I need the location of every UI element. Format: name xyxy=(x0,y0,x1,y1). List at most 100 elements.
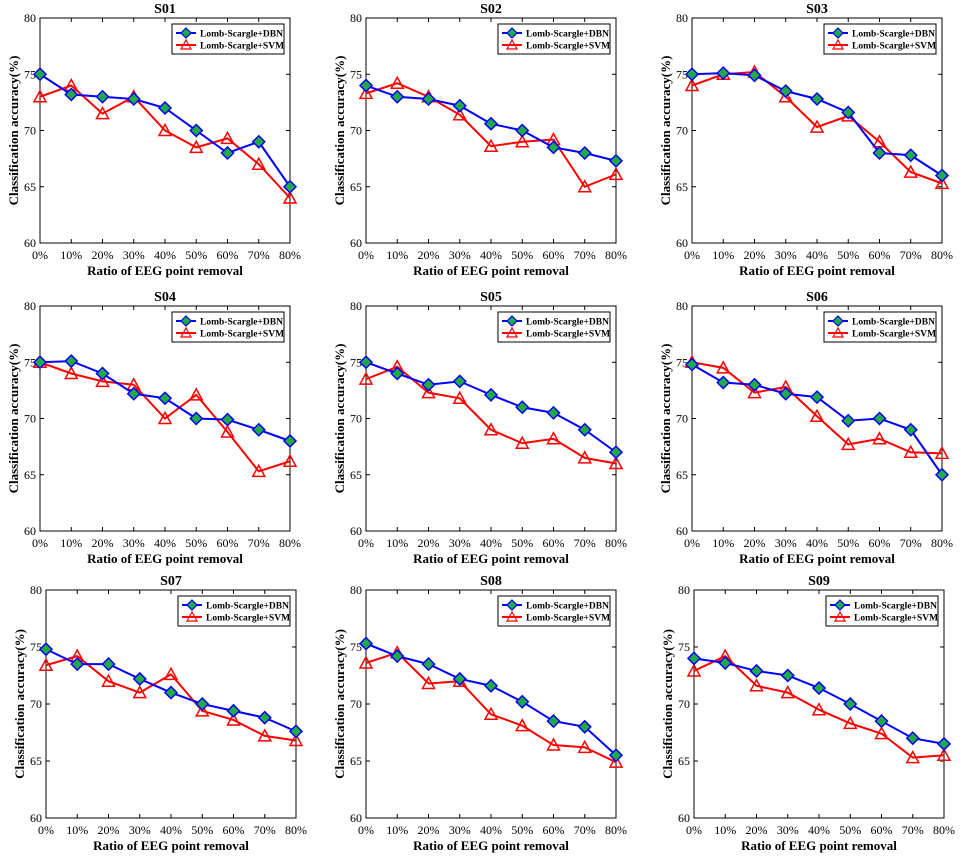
data-point-diamond xyxy=(282,433,298,449)
legend-marker-diamond xyxy=(506,27,518,39)
legend-marker-diamond xyxy=(506,599,518,611)
x-tick-label: 30% xyxy=(775,248,797,262)
data-point-diamond xyxy=(809,91,825,107)
x-tick-label: 20% xyxy=(92,248,114,262)
series-dbn xyxy=(358,78,624,168)
chart-s09: S09 60 65 70 75 80 0% 10% 20% 30% 40% 50% 60% 70% 80% R… xyxy=(660,574,955,853)
data-point-triangle xyxy=(686,663,702,677)
data-point-triangle xyxy=(842,715,858,730)
x-tick-label: 10% xyxy=(386,536,408,550)
legend-marker-triangle xyxy=(831,38,845,50)
data-point-diamond xyxy=(32,67,48,82)
data-point-diamond xyxy=(841,105,856,120)
data-point-triangle xyxy=(389,75,405,89)
data-point-triangle xyxy=(32,89,48,103)
chart-s04: S04 60 65 70 75 80 0% 10% 20% 30% 40% 50% 60% 70% 80% R… xyxy=(6,290,301,566)
x-tick-label: 0% xyxy=(686,823,702,837)
data-point-diamond xyxy=(872,411,887,426)
x-tick-label: 20% xyxy=(418,248,440,262)
data-point-diamond xyxy=(936,736,952,751)
data-point-triangle xyxy=(257,728,273,742)
data-point-diamond xyxy=(189,411,204,426)
x-tick-label: 60% xyxy=(217,536,239,550)
data-point-triangle xyxy=(903,164,919,178)
data-point-triangle xyxy=(608,754,624,768)
chart-title: S07 xyxy=(160,574,182,589)
chart-title: S09 xyxy=(808,574,830,589)
data-point-triangle xyxy=(63,365,79,380)
x-tick-label: 70% xyxy=(900,536,922,550)
x-tick-label: 0% xyxy=(684,536,700,550)
x-axis-label: Ratio of EEG point removal xyxy=(739,551,895,566)
y-tick-label: 70 xyxy=(676,412,688,426)
x-tick-label: 80% xyxy=(605,823,627,837)
data-point-diamond xyxy=(421,91,436,107)
series-line xyxy=(365,651,617,764)
data-point-diamond xyxy=(577,145,592,161)
y-tick-label: 65 xyxy=(350,468,362,482)
legend-marker-diamond xyxy=(186,599,198,611)
x-tick-label: 80% xyxy=(605,536,627,550)
chart-title: S02 xyxy=(480,2,502,17)
y-tick-label: 75 xyxy=(676,67,688,81)
legend-marker-triangle xyxy=(833,610,847,622)
x-tick-label: 10% xyxy=(712,248,734,262)
data-point-triangle xyxy=(872,431,887,445)
y-tick-label: 80 xyxy=(676,11,688,25)
data-point-triangle xyxy=(780,685,796,699)
y-tick-label: 65 xyxy=(24,180,36,194)
x-tick-label: 50% xyxy=(511,536,533,550)
x-tick-label: 0% xyxy=(38,823,54,837)
x-tick-label: 60% xyxy=(543,536,565,550)
data-point-diamond xyxy=(452,98,467,113)
series-dbn xyxy=(686,651,952,751)
legend: Lomb-Scargle+DBN Lomb-Scargle+SVM xyxy=(497,311,611,343)
data-point-diamond xyxy=(157,100,173,116)
data-point-diamond xyxy=(934,168,950,183)
data-point-triangle xyxy=(132,685,148,699)
data-point-triangle xyxy=(577,179,593,193)
x-tick-label: 10% xyxy=(712,536,734,550)
data-point-diamond xyxy=(132,671,147,686)
y-axis-label: Classification accuracy(%) xyxy=(332,344,347,494)
x-tick-label: 30% xyxy=(123,248,145,262)
data-point-diamond xyxy=(483,116,499,131)
legend-label: Lomb-Scargle+DBN xyxy=(526,318,609,328)
legend-box xyxy=(825,595,939,627)
x-axis-label: Ratio of EEG point removal xyxy=(87,263,243,278)
x-tick-label: 30% xyxy=(775,536,797,550)
y-axis-label: Classification accuracy(%) xyxy=(332,629,347,779)
data-point-diamond xyxy=(546,140,561,155)
data-point-diamond xyxy=(32,355,48,370)
y-tick-label: 75 xyxy=(30,640,42,654)
data-point-diamond xyxy=(843,696,858,712)
data-point-triangle xyxy=(95,373,110,388)
series-line xyxy=(365,365,617,465)
data-point-triangle xyxy=(220,424,235,438)
y-tick-label: 75 xyxy=(24,355,36,369)
data-point-diamond xyxy=(686,651,702,666)
x-tick-label: 40% xyxy=(480,536,502,550)
data-point-diamond xyxy=(390,89,405,104)
series-svm xyxy=(358,645,624,768)
x-tick-label: 70% xyxy=(574,248,596,262)
x-tick-label: 70% xyxy=(254,823,276,837)
data-point-triangle xyxy=(251,156,267,170)
data-point-diamond xyxy=(546,714,561,729)
legend-marker-triangle xyxy=(185,610,199,622)
data-point-triangle xyxy=(157,122,173,137)
data-point-diamond xyxy=(934,467,950,482)
legend-marker-triangle xyxy=(831,326,845,338)
y-tick-label: 60 xyxy=(676,236,688,250)
legend-label: Lomb-Scargle+DBN xyxy=(526,602,609,612)
series-dbn xyxy=(358,636,624,763)
y-tick-label: 80 xyxy=(678,583,690,597)
x-tick-label: 80% xyxy=(933,823,955,837)
data-point-triangle xyxy=(358,371,374,385)
chart-s07: S07 60 65 70 75 80 0% 10% 20% 30% 40% 50% 60% 70% 80% R… xyxy=(12,574,307,853)
y-axis-label: Classification accuracy(%) xyxy=(660,629,675,779)
data-point-diamond xyxy=(126,386,141,401)
legend: Lomb-Scargle+DBN Lomb-Scargle+SVM xyxy=(497,595,611,627)
data-point-diamond xyxy=(841,413,856,428)
